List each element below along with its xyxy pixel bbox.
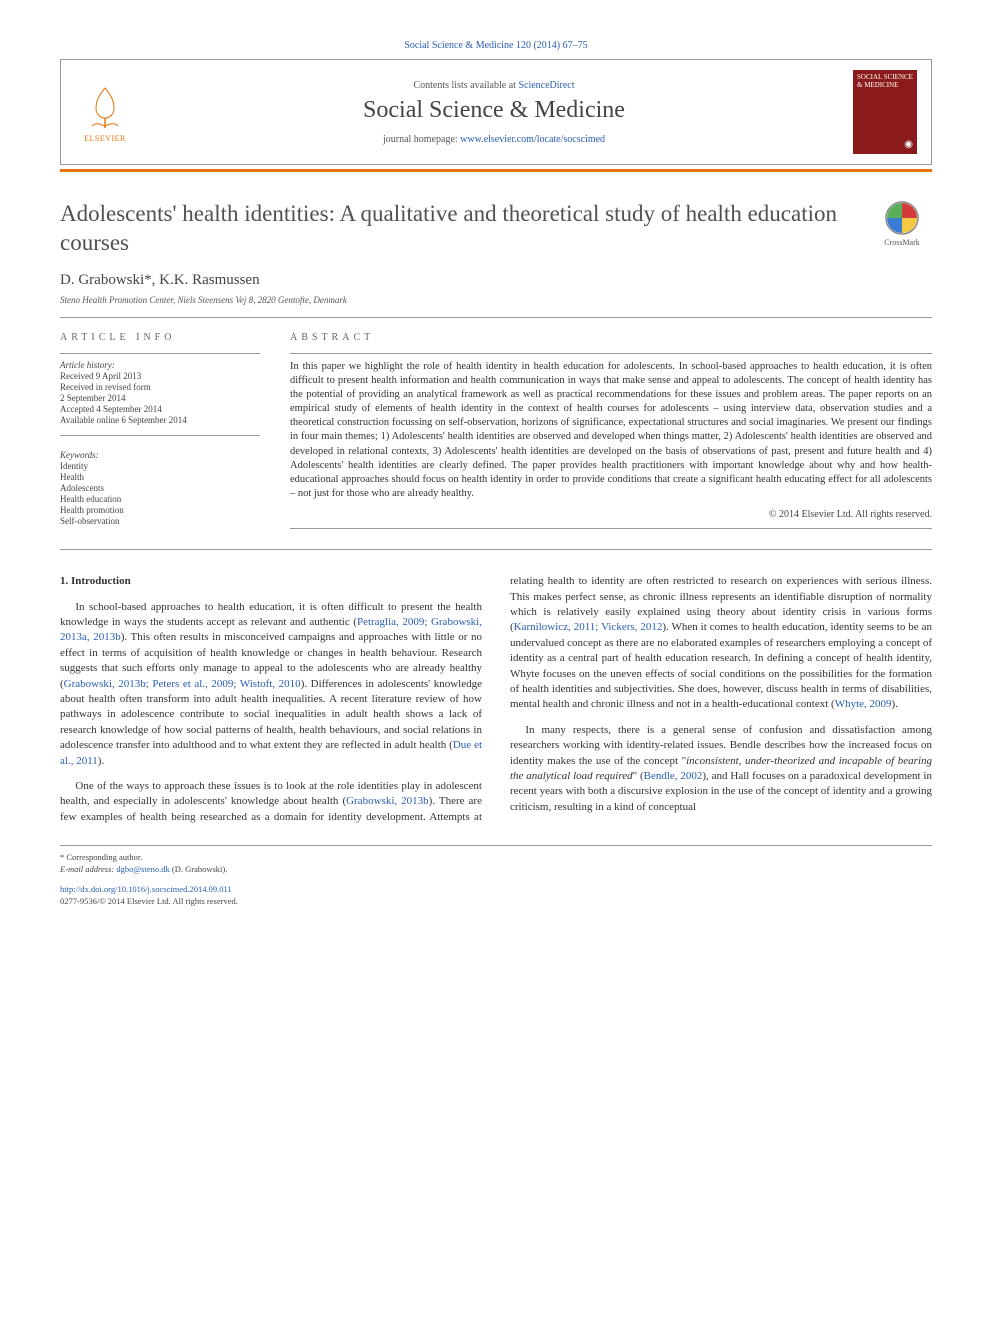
keyword: Health promotion <box>60 505 260 515</box>
homepage-line: journal homepage: www.elsevier.com/locat… <box>151 134 837 145</box>
abstract-copyright: © 2014 Elsevier Ltd. All rights reserved… <box>290 509 932 520</box>
journal-cover-thumbnail: SOCIAL SCIENCE & MEDICINE ◉ <box>853 70 917 154</box>
citation-line: Social Science & Medicine 120 (2014) 67–… <box>60 40 932 51</box>
abstract-text: In this paper we highlight the role of h… <box>290 360 932 502</box>
keyword: Adolescents <box>60 483 260 493</box>
citation: Bendle, 2002 <box>644 770 703 782</box>
body-paragraph: In many respects, there is a general sen… <box>510 723 932 815</box>
history-line: Received 9 April 2013 <box>60 371 260 381</box>
article-info-column: ARTICLE INFO Article history: Received 9… <box>60 332 260 530</box>
history-head: Article history: <box>60 360 260 370</box>
sciencedirect-link[interactable]: ScienceDirect <box>518 80 574 91</box>
authors: D. Grabowski*, K.K. Rasmussen <box>60 272 932 289</box>
article-info-heading: ARTICLE INFO <box>60 332 260 343</box>
history-line: Available online 6 September 2014 <box>60 415 260 425</box>
issn-copyright: 0277-9536/© 2014 Elsevier Ltd. All right… <box>60 896 932 906</box>
cover-globe-icon: ◉ <box>904 139 913 150</box>
orange-divider <box>60 169 932 172</box>
history-line: 2 September 2014 <box>60 393 260 403</box>
history-line: Received in revised form <box>60 382 260 392</box>
citation: Grabowski, 2013b <box>346 795 429 807</box>
keywords-head: Keywords: <box>60 450 260 460</box>
corresponding-author: * Corresponding author. <box>60 852 932 862</box>
contents-prefix: Contents lists available at <box>413 80 518 91</box>
journal-name: Social Science & Medicine <box>151 97 837 124</box>
affiliation: Steno Health Promotion Center, Niels Ste… <box>60 295 932 305</box>
journal-header: ELSEVIER Contents lists available at Sci… <box>60 59 932 165</box>
email-suffix: (D. Grabowski). <box>170 864 228 874</box>
divider <box>60 549 932 550</box>
body-paragraph: In school-based approaches to health edu… <box>60 600 482 769</box>
elsevier-logo: ELSEVIER <box>75 77 135 147</box>
contents-lists-line: Contents lists available at ScienceDirec… <box>151 80 837 91</box>
crossmark-badge[interactable]: CrossMark <box>872 200 932 247</box>
history-line: Accepted 4 September 2014 <box>60 404 260 414</box>
divider <box>60 317 932 318</box>
body-text: 1. Introduction In school-based approach… <box>60 574 932 825</box>
email-label: E-mail address: <box>60 864 116 874</box>
elsevier-logo-text: ELSEVIER <box>84 134 126 143</box>
citation: Whyte, 2009 <box>835 698 892 710</box>
section-heading: 1. Introduction <box>60 574 482 589</box>
cover-title: SOCIAL SCIENCE & MEDICINE <box>857 74 913 89</box>
citation: Grabowski, 2013b; Peters et al., 2009; W… <box>64 678 301 690</box>
homepage-prefix: journal homepage: <box>383 134 460 145</box>
email-line: E-mail address: dgbo@steno.dk (D. Grabow… <box>60 864 932 874</box>
article-title: Adolescents' health identities: A qualit… <box>60 200 872 258</box>
abstract-heading: ABSTRACT <box>290 332 932 343</box>
keyword: Health education <box>60 494 260 504</box>
keyword: Self-observation <box>60 516 260 526</box>
citation: Karnilowicz, 2011; Vickers, 2012 <box>514 621 663 633</box>
abstract-column: ABSTRACT In this paper we highlight the … <box>290 332 932 530</box>
author-email-link[interactable]: dgbo@steno.dk <box>116 864 169 874</box>
doi-link[interactable]: http://dx.doi.org/10.1016/j.socscimed.20… <box>60 884 232 894</box>
keyword: Identity <box>60 461 260 471</box>
journal-homepage-link[interactable]: www.elsevier.com/locate/socscimed <box>460 134 605 145</box>
keyword: Health <box>60 472 260 482</box>
footer: * Corresponding author. E-mail address: … <box>60 845 932 906</box>
crossmark-label: CrossMark <box>884 238 920 247</box>
crossmark-icon <box>884 200 920 236</box>
elsevier-tree-icon <box>82 82 128 132</box>
